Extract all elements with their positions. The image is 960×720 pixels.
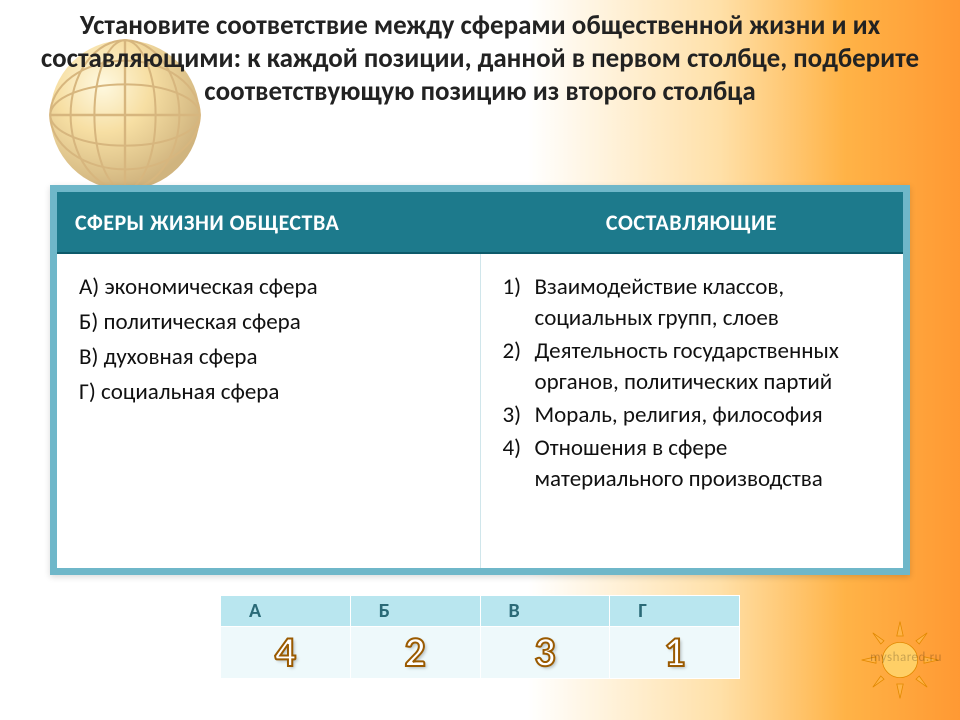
answer-label: В [480,596,610,627]
left-item: В) духовная сфера [79,342,458,373]
answer-table: А Б В Г 4 2 3 1 [220,595,740,679]
page-title: Установите соответствие между сферами об… [0,10,960,109]
answer-label-row: А Б В Г [221,596,740,627]
matching-table: СФЕРЫ ЖИЗНИ ОБЩЕСТВА СОСТАВЛЯЮЩИЕ А) эко… [50,185,910,575]
answer-value-row: 4 2 3 1 [221,627,740,679]
answer-value: 3 [480,627,610,679]
left-item: Б) политическая сфера [79,307,458,338]
left-column: А) экономическая сфера Б) политическая с… [57,254,480,568]
answer-value: 1 [610,627,740,679]
watermark: myshared.ru [870,650,942,665]
answer-label: Б [350,596,480,627]
answer-label: Г [610,596,740,627]
answer-value: 4 [221,627,351,679]
right-item: Деятельность государственных органов, по… [503,336,882,398]
right-item: Отношения в сфере материального производ… [503,433,882,495]
header-left: СФЕРЫ ЖИЗНИ ОБЩЕСТВА [57,192,480,252]
left-item: А) экономическая сфера [79,272,458,303]
answer-value: 2 [350,627,480,679]
table-header-row: СФЕРЫ ЖИЗНИ ОБЩЕСТВА СОСТАВЛЯЮЩИЕ [57,192,903,254]
right-item: Мораль, религия, философия [503,400,882,431]
right-item: Взаимодействие классов, социальных групп… [503,272,882,334]
header-right: СОСТАВЛЯЮЩИЕ [480,192,903,252]
left-item: Г) социальная сфера [79,377,458,408]
answer-label: А [221,596,351,627]
right-column: Взаимодействие классов, социальных групп… [480,254,904,568]
table-body-row: А) экономическая сфера Б) политическая с… [57,254,903,568]
